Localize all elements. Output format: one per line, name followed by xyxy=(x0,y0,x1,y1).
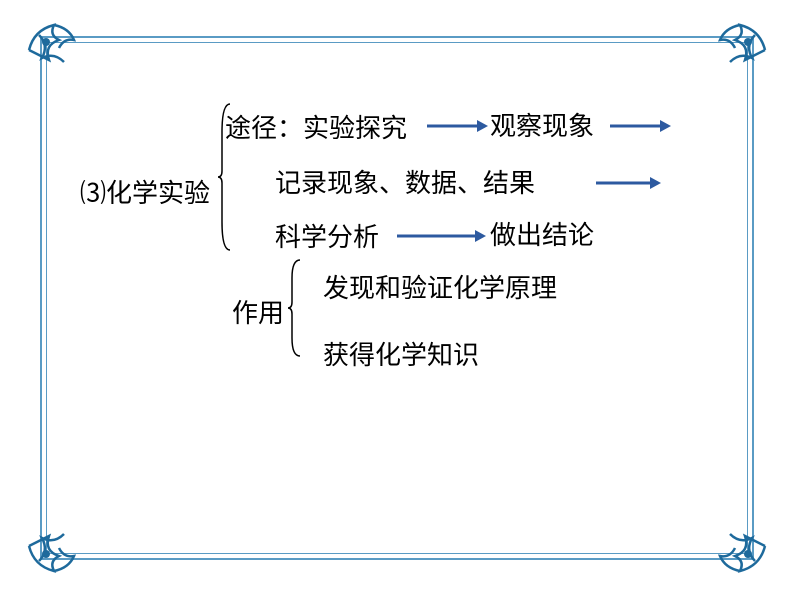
border-top xyxy=(40,36,754,38)
border-left-inner xyxy=(46,42,47,554)
text-effect2: 获得化学知识 xyxy=(323,335,479,372)
text-record: 记录现象、数据、结果 xyxy=(275,163,535,200)
border-right xyxy=(752,36,754,560)
arrow-0 xyxy=(427,118,489,134)
slide-frame: ⑶化学实验途径：实验探究 观察现象记录现象、数据、结果科学分析 做出结论作用 发现和验… xyxy=(0,0,794,596)
arrow-1 xyxy=(610,118,672,134)
text-effect1: 发现和验证化学原理 xyxy=(323,268,557,305)
text-analyze: 科学分析 xyxy=(275,217,379,254)
brace-1 xyxy=(288,258,300,358)
border-left xyxy=(40,36,42,560)
border-bottom-inner xyxy=(46,553,748,554)
text-path_label: 途径：实验探究 xyxy=(225,108,407,145)
text-item_label: ⑶化学实验 xyxy=(80,173,210,210)
corner-ornament-tl xyxy=(24,20,84,80)
corner-ornament-tr xyxy=(710,20,770,80)
corner-ornament-bl xyxy=(24,516,84,576)
text-observe: 观察现象 xyxy=(490,106,594,143)
border-bottom xyxy=(40,558,754,560)
text-conclude: 做出结论 xyxy=(490,215,594,252)
arrow-3 xyxy=(397,228,487,244)
border-top-inner xyxy=(46,42,748,43)
text-effect_label: 作用 xyxy=(232,293,284,330)
brace-0 xyxy=(218,102,230,252)
arrow-2 xyxy=(596,175,662,191)
border-right-inner xyxy=(747,42,748,554)
corner-ornament-br xyxy=(710,516,770,576)
